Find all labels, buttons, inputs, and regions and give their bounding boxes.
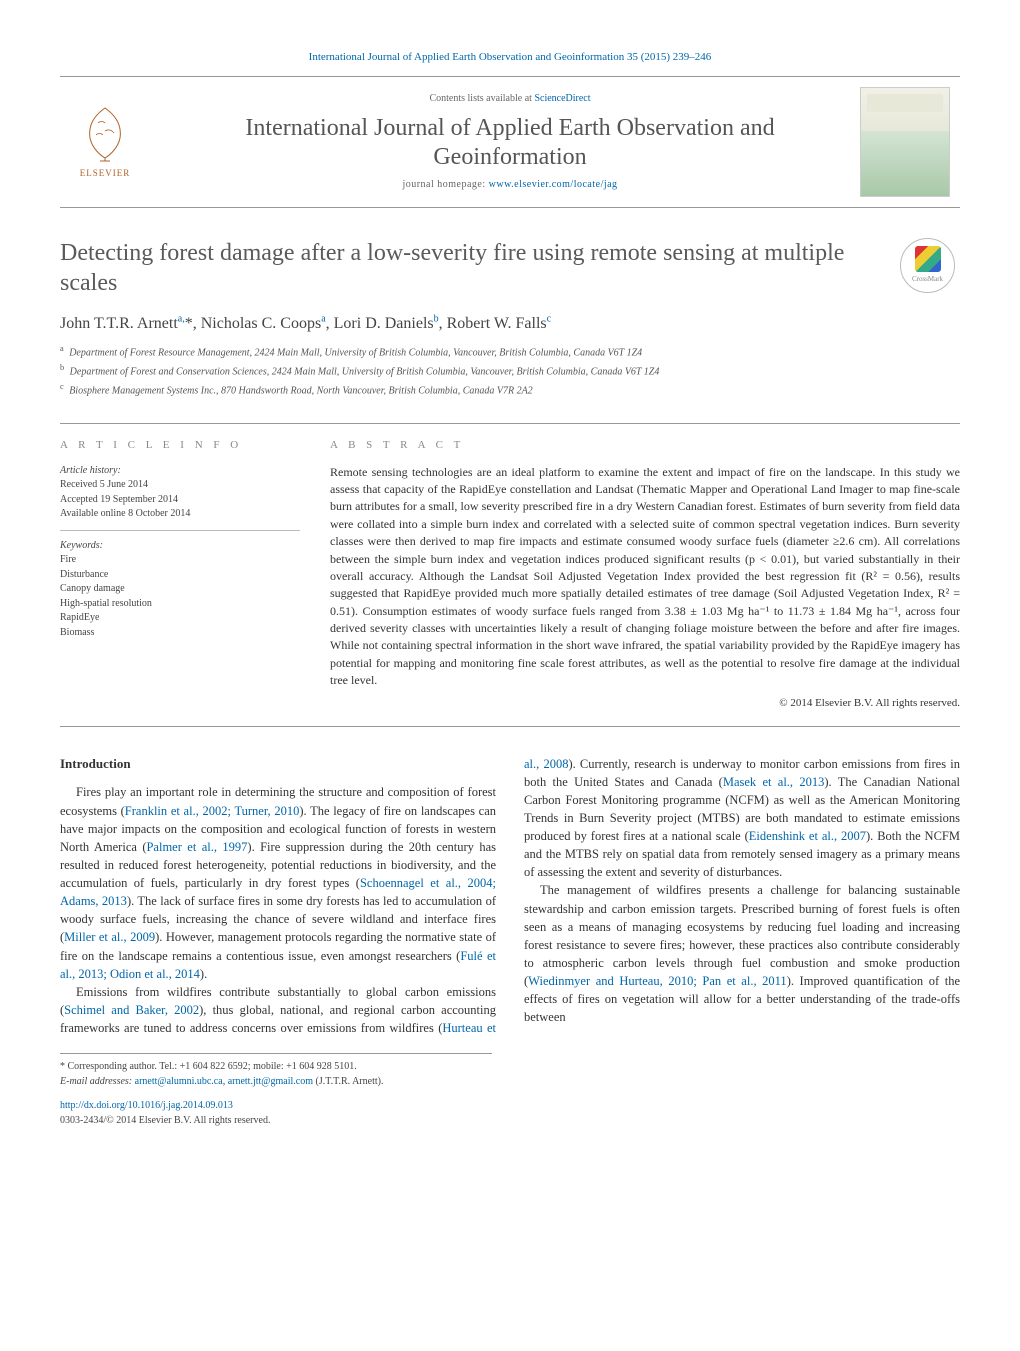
- corresponding-author-line: * Corresponding author. Tel.: +1 604 822…: [60, 1060, 492, 1075]
- keyword-item: RapidEye: [60, 611, 300, 626]
- introduction-heading: Introduction: [60, 755, 496, 774]
- journal-homepage-link[interactable]: www.elsevier.com/locate/jag: [489, 179, 618, 190]
- corresponding-author-footnote: * Corresponding author. Tel.: +1 604 822…: [60, 1053, 492, 1089]
- abstract-copyright: © 2014 Elsevier B.V. All rights reserved…: [330, 696, 960, 712]
- elsevier-tree-icon: [70, 103, 140, 163]
- article-history-label: Article history:: [60, 464, 300, 479]
- crossmark-label: CrossMark: [912, 274, 943, 284]
- intro-paragraph-1: Fires play an important role in determin…: [60, 783, 496, 982]
- affiliation-line: c Biosphere Management Systems Inc., 870…: [60, 381, 960, 399]
- citation-schimel-baker[interactable]: Schimel and Baker, 2002: [64, 1003, 199, 1017]
- citation-wiedinmyer-pan[interactable]: Wiedinmyer and Hurteau, 2010; Pan et al.…: [528, 974, 787, 988]
- citation-franklin-turner[interactable]: Franklin et al., 2002; Turner, 2010: [125, 804, 300, 818]
- abstract-column: a b s t r a c t Remote sensing technolog…: [330, 438, 960, 712]
- journal-cover-thumbnail: [860, 87, 950, 197]
- history-item: Available online 8 October 2014: [60, 507, 300, 522]
- issn-copyright-line: 0303-2434/© 2014 Elsevier B.V. All right…: [60, 1114, 960, 1129]
- abstract-label: a b s t r a c t: [330, 438, 960, 454]
- masthead: ELSEVIER Contents lists available at Sci…: [60, 76, 960, 208]
- keyword-item: Disturbance: [60, 568, 300, 583]
- abstract-text: Remote sensing technologies are an ideal…: [330, 464, 960, 690]
- homepage-prefix: journal homepage:: [402, 179, 488, 190]
- citation-palmer[interactable]: Palmer et al., 1997: [146, 840, 247, 854]
- authors-line: John T.T.R. Arnetta,*, Nicholas C. Coops…: [60, 312, 960, 335]
- affiliation-line: a Department of Forest Resource Manageme…: [60, 343, 960, 361]
- keyword-item: Biomass: [60, 626, 300, 641]
- email-addresses-line: E-mail addresses: arnett@alumni.ubc.ca, …: [60, 1075, 492, 1090]
- citation-masek[interactable]: Masek et al., 2013: [723, 775, 825, 789]
- sciencedirect-link[interactable]: ScienceDirect: [534, 93, 590, 104]
- contents-prefix: Contents lists available at: [429, 93, 534, 104]
- intro-paragraph-3: The management of wildfires presents a c…: [524, 881, 960, 1026]
- history-item: Received 5 June 2014: [60, 478, 300, 493]
- body-text-columns: Introduction Fires play an important rol…: [60, 755, 960, 1038]
- article-history-list: Received 5 June 2014Accepted 19 Septembe…: [60, 478, 300, 522]
- affiliations-block: a Department of Forest Resource Manageme…: [60, 343, 960, 398]
- keyword-item: High-spatial resolution: [60, 597, 300, 612]
- elsevier-logo: ELSEVIER: [60, 97, 150, 187]
- doi-link[interactable]: http://dx.doi.org/10.1016/j.jag.2014.09.…: [60, 1100, 233, 1111]
- keywords-list: FireDisturbanceCanopy damageHigh-spatial…: [60, 553, 300, 640]
- keyword-item: Canopy damage: [60, 582, 300, 597]
- citation-miller[interactable]: Miller et al., 2009: [64, 930, 155, 944]
- doi-line: http://dx.doi.org/10.1016/j.jag.2014.09.…: [60, 1099, 960, 1114]
- email-link-1[interactable]: arnett@alumni.ubc.ca: [135, 1076, 223, 1087]
- affiliation-line: b Department of Forest and Conservation …: [60, 362, 960, 380]
- journal-homepage-line: journal homepage: www.elsevier.com/locat…: [170, 178, 850, 193]
- article-info-column: a r t i c l e i n f o Article history: R…: [60, 438, 300, 712]
- contents-available-line: Contents lists available at ScienceDirec…: [170, 92, 850, 107]
- journal-name: International Journal of Applied Earth O…: [170, 114, 850, 172]
- history-item: Accepted 19 September 2014: [60, 493, 300, 508]
- keyword-item: Fire: [60, 553, 300, 568]
- elsevier-logo-label: ELSEVIER: [80, 167, 131, 180]
- crossmark-icon: [915, 246, 941, 272]
- crossmark-badge[interactable]: CrossMark: [900, 238, 955, 293]
- keywords-label: Keywords:: [60, 539, 300, 554]
- journal-reference-top: International Journal of Applied Earth O…: [60, 50, 960, 66]
- article-title: Detecting forest damage after a low-seve…: [60, 238, 888, 298]
- email-link-2[interactable]: arnett.jtt@gmail.com: [228, 1076, 313, 1087]
- article-info-label: a r t i c l e i n f o: [60, 438, 300, 454]
- citation-eidenshink[interactable]: Eidenshink et al., 2007: [749, 829, 866, 843]
